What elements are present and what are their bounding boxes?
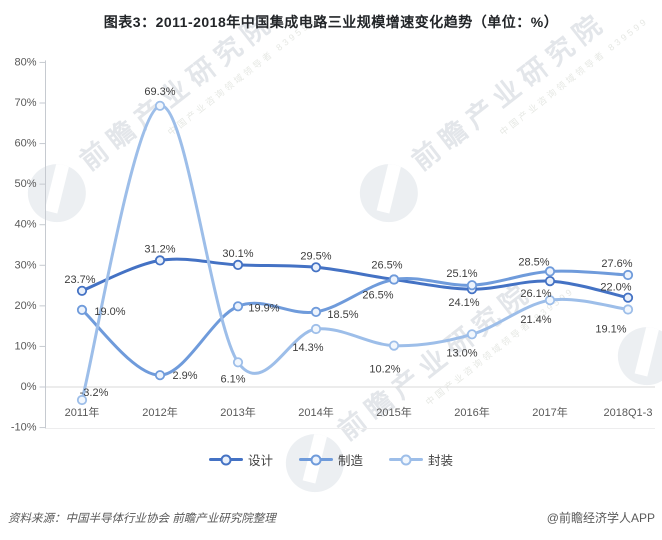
value-label-design: 23.7% [64,274,95,286]
value-label-manufacturing: 19.0% [94,306,125,318]
y-tick-label: -10% [11,422,37,434]
x-axis-label: 2015年 [376,405,411,419]
data-point-design [232,259,244,270]
y-tick-label: 70% [14,97,36,109]
data-point-design [154,255,166,266]
data-point-manufacturing [622,269,634,281]
chart-title: 图表3：2011-2018年中国集成电路三业规模增速变化趋势（单位：%） [103,14,559,30]
value-label-design: 30.1% [222,248,253,260]
legend-line-packaging-icon [389,454,423,465]
legend-label-manufacturing: 制造 [337,454,363,468]
value-label-packaging: 69.3% [144,86,175,98]
data-point-packaging [232,357,244,368]
legend-line-design-icon [208,454,243,465]
data-point-manufacturing [544,266,556,277]
chart-legend: 设计 制造 封装 [0,450,662,469]
value-label-manufacturing: 26.5% [362,289,393,301]
value-label-manufacturing: 28.5% [518,256,549,268]
value-label-packaging: 10.2% [369,364,400,376]
y-tick-label: 50% [14,178,36,190]
data-point-manufacturing [310,306,322,317]
data-point-design [622,292,634,303]
credit-note: @前瞻经济学人APP [546,511,655,525]
x-axis-label: 2016年 [454,405,489,419]
data-point-packaging [466,329,478,340]
legend-item-manufacturing: 制造 [298,450,363,469]
value-label-design: 26.5% [371,259,402,271]
value-label-manufacturing: 25.1% [446,268,477,280]
value-label-manufacturing: 18.5% [327,309,358,321]
legend-line-manufacturing-icon [298,454,333,465]
value-label-packaging: 6.1% [220,373,245,385]
x-axis-label: 2014年 [298,405,333,419]
x-axis-label: 2011年 [65,405,100,419]
value-label-design: 22.0% [600,282,631,294]
data-point-manufacturing [232,301,244,312]
value-label-manufacturing: 27.6% [601,258,632,270]
y-tick-label: 60% [14,138,36,150]
value-label-packaging: 19.1% [595,324,626,336]
value-label-packaging: 21.4% [520,314,551,326]
data-point-manufacturing [154,370,166,381]
data-point-design [310,262,322,273]
data-point-manufacturing [388,274,400,285]
data-point-design [544,275,556,287]
data-point-packaging [310,323,322,335]
value-label-packaging: 14.3% [292,342,323,354]
y-tick-label: 10% [14,340,36,352]
legend-label-design: 设计 [247,454,273,468]
data-point-packaging [388,340,400,351]
x-axis-label: 2012年 [142,405,177,419]
y-tick-label: 80% [14,56,36,68]
data-point-design [76,285,88,296]
value-label-design: 24.1% [448,297,479,309]
y-tick-label: 0% [21,381,37,393]
legend-label-packaging: 封装 [428,454,454,468]
y-tick-label: 30% [14,259,36,271]
data-point-packaging [76,394,88,406]
series-layer [76,100,634,406]
value-label-design: 31.2% [144,243,175,255]
legend-item-design: 设计 [208,450,273,469]
value-label-manufacturing: 2.9% [172,370,197,382]
data-point-manufacturing [76,304,88,315]
x-axis-label: 2018Q1-3 [604,407,653,419]
value-label-packaging: 13.0% [446,347,477,359]
value-label-packaging: -3.2% [80,387,109,399]
x-axis-label: 2013年 [220,405,255,419]
data-point-packaging [622,304,634,315]
value-label-design: 29.5% [300,250,331,262]
data-point-packaging [544,295,556,306]
y-tick-label: 20% [14,300,36,312]
value-label-manufacturing: 19.9% [248,302,279,314]
y-tick-label: 40% [14,219,36,231]
value-label-design: 26.1% [520,288,551,300]
legend-item-packaging: 封装 [389,450,453,469]
data-point-packaging [154,100,166,111]
series-line-packaging [80,104,630,402]
data-source-note: 资料来源：中国半导体行业协会 前瞻产业研究院整理 [8,513,276,525]
data-point-manufacturing [466,280,478,291]
x-axis-label: 2017年 [532,405,567,419]
